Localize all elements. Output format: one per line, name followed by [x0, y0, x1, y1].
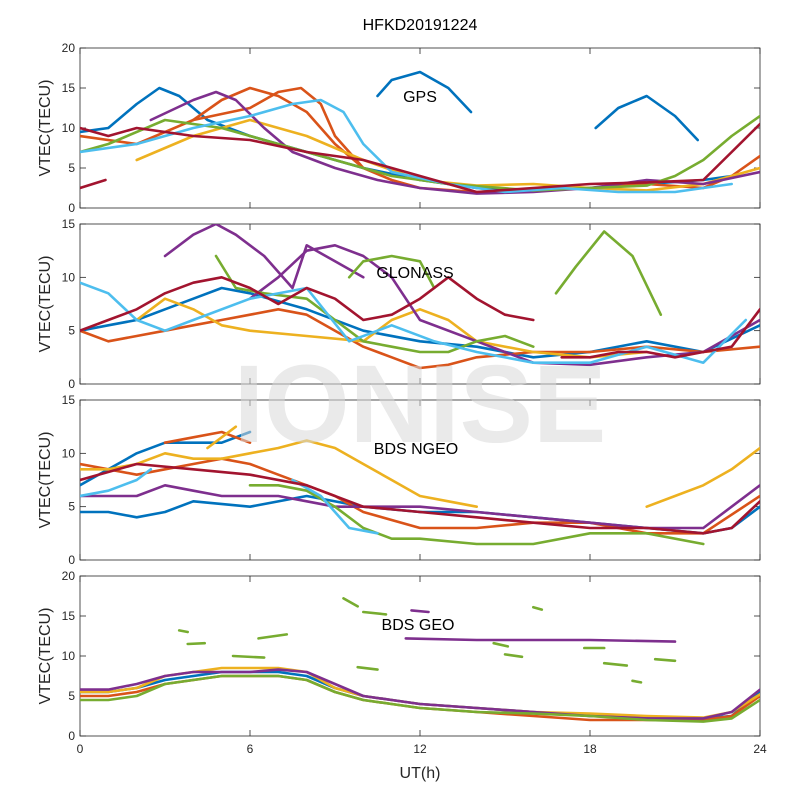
series-line	[291, 478, 379, 535]
series-line	[163, 224, 365, 290]
series-line	[532, 605, 544, 611]
series-line	[80, 674, 760, 723]
series-line	[503, 653, 524, 659]
series-line	[653, 657, 677, 663]
y-tick-label: 20	[62, 41, 76, 55]
y-tick-label: 10	[62, 121, 76, 135]
series-line	[80, 276, 535, 332]
panel-label: GPS	[403, 89, 437, 106]
axes-box	[79, 575, 761, 737]
panel-3: 0 5 10 15 BDS NGEO VTEC(TECU)	[37, 393, 761, 567]
series-line	[554, 230, 663, 316]
series-line	[206, 425, 238, 450]
y-tick-label: 5	[68, 689, 75, 703]
series-line	[231, 654, 266, 659]
series-group	[80, 425, 760, 546]
watermark: IONISE	[234, 343, 607, 466]
series-line	[347, 254, 436, 290]
x-tick-label: 18	[583, 742, 597, 756]
y-tick-label: 10	[62, 270, 76, 284]
y-axis-label: VTEC(TECU)	[37, 608, 54, 705]
y-tick-label: 0	[68, 553, 75, 567]
series-line	[80, 86, 365, 170]
series-line	[80, 468, 153, 498]
y-tick-label: 0	[68, 201, 75, 215]
series-line	[80, 668, 760, 720]
series-line	[645, 446, 760, 508]
panel-label: BDS NGEO	[374, 441, 458, 458]
series-line	[80, 98, 733, 194]
series-line	[631, 679, 643, 684]
y-tick-label: 5	[68, 500, 75, 514]
series-group	[80, 597, 760, 723]
panel-4: 0 6 12 18 24 0 5 10 15 20 BDS GEO VTEC(TECU) UT(h)	[37, 569, 767, 782]
series-group	[80, 70, 760, 195]
y-axis-label: VTEC(TECU)	[37, 432, 54, 529]
y-axis-label: VTEC(TECU)	[37, 80, 54, 177]
series-line	[80, 484, 760, 530]
series-line	[376, 70, 473, 114]
panel-2: 0 5 10 15 GLONASS VTEC(TECU)	[37, 217, 761, 391]
series-line	[186, 641, 206, 646]
series-line	[80, 439, 478, 508]
y-tick-label: 0	[68, 377, 75, 391]
panel-label: BDS GEO	[382, 617, 455, 634]
y-tick-label: 5	[68, 161, 75, 175]
y-tick-label: 20	[62, 569, 76, 583]
y-axis-label: VTEC(TECU)	[37, 256, 54, 353]
y-tick-label: 5	[68, 324, 75, 338]
y-tick-label: 10	[62, 649, 76, 663]
series-line	[362, 610, 388, 616]
series-line	[602, 661, 629, 667]
series-line	[80, 281, 748, 364]
series-line	[594, 94, 699, 142]
x-tick-label: 12	[413, 742, 427, 756]
series-line	[356, 665, 379, 671]
series-line	[492, 641, 510, 648]
series-line	[404, 637, 677, 643]
chart-title: HFKD20191224	[363, 17, 478, 34]
series-line	[342, 597, 359, 608]
y-tick-label: 10	[62, 446, 76, 460]
series-group	[80, 224, 760, 370]
y-tick-label: 15	[62, 609, 76, 623]
x-tick-label: 0	[77, 742, 84, 756]
x-axis-label: UT(h)	[400, 765, 441, 782]
y-tick-label: 15	[62, 393, 76, 407]
series-line	[163, 430, 252, 444]
series-line	[560, 308, 760, 359]
series-line	[257, 633, 289, 640]
series-line	[80, 122, 760, 194]
panel-label: GLONASS	[376, 265, 453, 282]
x-tick-label: 24	[753, 742, 767, 756]
panel-1: 0 5 10 15 20 GPS VTEC(TECU) HFKD20191224	[37, 17, 761, 215]
series-line	[248, 484, 705, 546]
x-tick-label: 6	[247, 742, 254, 756]
y-tick-label: 15	[62, 217, 76, 231]
series-line	[410, 609, 430, 614]
series-line	[248, 244, 760, 367]
y-tick-label: 15	[62, 81, 76, 95]
y-tick-label: 0	[68, 729, 75, 743]
series-line	[80, 178, 107, 190]
series-line	[177, 629, 189, 634]
series-line	[80, 462, 760, 535]
